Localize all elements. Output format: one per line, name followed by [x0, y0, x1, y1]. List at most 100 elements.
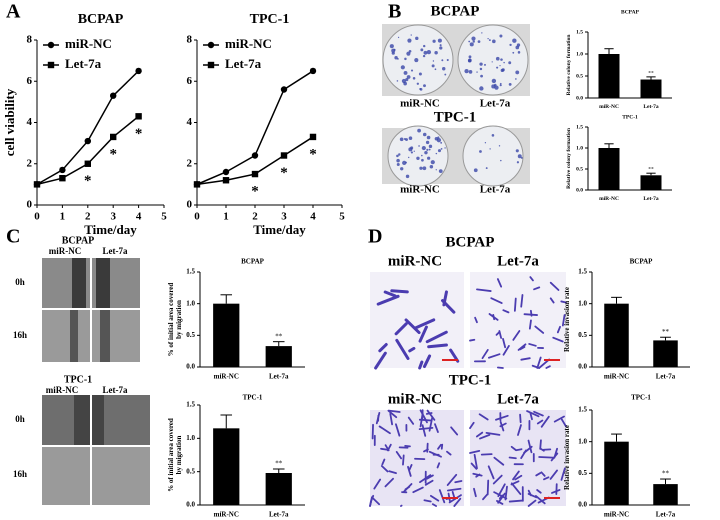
cell: [504, 485, 508, 501]
colony: [476, 71, 478, 73]
cell: [512, 330, 521, 341]
x-tick-label: 1: [223, 211, 229, 223]
colony: [418, 72, 422, 76]
colony: [500, 159, 502, 162]
cell: [492, 474, 503, 485]
cell: [427, 343, 448, 349]
x-axis-label: Time/day: [84, 222, 137, 237]
row-label: 0h: [15, 277, 25, 287]
x-tick-label: 3: [281, 211, 287, 223]
colony: [425, 140, 430, 145]
colony: [471, 36, 476, 41]
cell: [404, 318, 421, 335]
y-tick-label: 0.5: [186, 467, 195, 475]
colony: [515, 70, 520, 75]
colony: [419, 166, 423, 170]
cell: [560, 418, 567, 428]
colony: [512, 51, 515, 54]
point: [222, 168, 230, 176]
cell: [441, 299, 456, 314]
cell: [520, 294, 524, 308]
cell: [560, 300, 567, 304]
cell: [470, 462, 478, 470]
cell: [536, 419, 544, 425]
colony: [517, 51, 521, 54]
colony: [499, 84, 502, 87]
column-label: Let-7a: [480, 184, 511, 196]
cell: [508, 499, 524, 503]
y-tick-label: 0.5: [578, 469, 587, 477]
chart-title: BCPAP: [630, 258, 654, 266]
cell: [473, 487, 477, 498]
point: [309, 67, 317, 75]
cell: [499, 421, 505, 432]
cell: [527, 439, 533, 454]
point: [193, 181, 201, 188]
colony: [418, 145, 420, 147]
cell: [478, 413, 489, 421]
panel-letter: A: [6, 1, 21, 23]
y-tick-label: 0.0: [576, 95, 583, 101]
cell: [496, 500, 504, 505]
colony: [437, 38, 442, 43]
y-tick-label: 1.0: [576, 145, 583, 151]
significance: *: [135, 126, 143, 142]
cell: [434, 423, 439, 433]
cell: [431, 503, 437, 507]
x-tick-label: miR-NC: [214, 511, 239, 519]
colony: [423, 44, 426, 48]
cell: [551, 489, 561, 494]
y-tick-label: 1.0: [186, 434, 195, 442]
y-tick-label: 1.5: [186, 268, 195, 276]
cell: [479, 433, 491, 440]
colony: [413, 150, 415, 152]
wound-gap: [100, 310, 110, 362]
cell: [454, 480, 463, 484]
cell: [380, 465, 389, 473]
colony: [396, 163, 400, 167]
cell: [549, 297, 555, 304]
point: [280, 152, 288, 159]
colony: [421, 154, 423, 157]
y-tick-label: 1.0: [576, 51, 583, 57]
cell: [519, 346, 526, 351]
row-label: 16h: [13, 330, 27, 340]
colony: [410, 34, 412, 36]
colony: [468, 55, 472, 59]
wound-gap: [72, 258, 86, 308]
y-axis-label: cell viability: [2, 88, 17, 156]
colony: [410, 151, 414, 154]
legend-label: Let-7a: [65, 56, 102, 71]
photo: [42, 310, 90, 362]
colony: [469, 42, 474, 47]
cell: [380, 447, 389, 451]
bar: [640, 175, 662, 190]
colony: [501, 68, 505, 72]
colony: [464, 68, 469, 74]
cell: [376, 294, 400, 306]
block-title: BCPAP: [62, 235, 95, 246]
cell: [402, 454, 405, 466]
photo: [92, 310, 140, 362]
y-tick-label: 0.5: [576, 73, 583, 79]
cell: [381, 458, 386, 466]
cell: [520, 357, 531, 361]
cell: [418, 418, 433, 422]
colony: [435, 169, 437, 171]
cell: [502, 309, 510, 314]
colony: [484, 63, 486, 66]
block-title: TPC-1: [449, 372, 492, 388]
cell: [528, 343, 537, 347]
colony: [479, 150, 482, 153]
colony: [426, 135, 431, 140]
significance: **: [648, 167, 654, 173]
colony: [487, 38, 489, 40]
column-label: miR-NC: [400, 98, 440, 110]
bar: [213, 303, 240, 367]
x-tick-label: miR-NC: [599, 104, 619, 110]
bar: [265, 346, 292, 367]
colony: [403, 137, 406, 140]
colony: [422, 132, 427, 137]
colony: [491, 61, 493, 63]
cell: [552, 336, 564, 343]
